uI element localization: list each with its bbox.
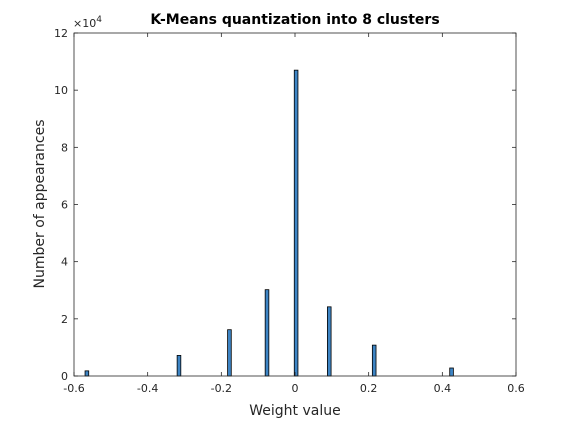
y-tick-label: 2 [61, 313, 68, 326]
y-tick-label: 10 [54, 84, 68, 97]
x-tick-label: 0.2 [360, 382, 378, 395]
x-tick-label: 0.4 [434, 382, 452, 395]
y-exponent-label: ×104 [73, 15, 102, 30]
plot-area: -0.6 -0.4 -0.2 0 0.2 0.4 0.6 0 2 4 6 8 10 12 [54, 27, 525, 395]
y-tick-label: 8 [61, 141, 68, 154]
y-tick-label: 4 [61, 256, 68, 269]
x-tick-label: -0.4 [137, 382, 158, 395]
chart-title: K-Means quantization into 8 clusters [150, 12, 439, 28]
x-tick-label: 0 [292, 382, 299, 395]
histogram-bar [327, 306, 332, 377]
histogram-bar [371, 344, 377, 377]
histogram-bar [176, 355, 182, 377]
x-tick-label: 0.6 [507, 382, 525, 395]
y-exponent-power: 4 [96, 15, 102, 25]
y-tick-label: 6 [61, 199, 68, 212]
y-tick-label: 0 [61, 370, 68, 383]
y-tick-label: 12 [54, 27, 68, 40]
y-axis-label: Number of appearances [32, 120, 48, 289]
y-exponent-base: ×10 [73, 17, 96, 30]
x-tick-label: -0.6 [63, 382, 84, 395]
histogram-bar [264, 289, 270, 377]
histogram-bar [227, 329, 232, 377]
x-axis-label: Weight value [249, 403, 340, 419]
histogram-bar [449, 367, 454, 377]
histogram-bar [84, 370, 90, 377]
x-tick-label: -0.2 [211, 382, 232, 395]
histogram-bar [293, 69, 299, 377]
